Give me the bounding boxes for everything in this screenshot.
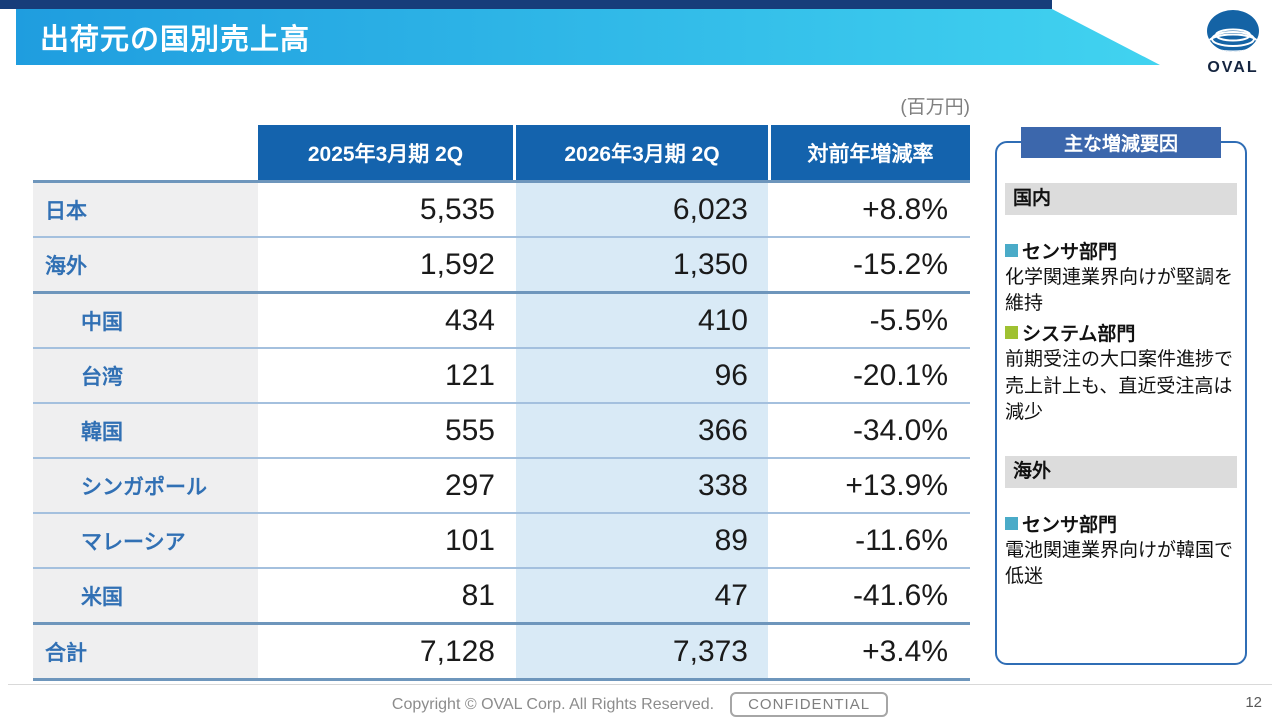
value-fy2025: 434: [258, 294, 513, 347]
value-fy2025: 121: [258, 349, 513, 402]
value-fy2025: 297: [258, 459, 513, 512]
factors-panel-title: 主な増減要因: [1021, 127, 1221, 158]
value-yoy-rate: +13.9%: [768, 459, 970, 512]
value-yoy-rate: -5.5%: [768, 294, 970, 347]
oval-globe-icon: [1207, 10, 1259, 52]
table-header-row: 2025年3月期 2Q 2026年3月期 2Q 対前年増減率: [33, 125, 970, 180]
value-fy2025: 81: [258, 569, 513, 622]
factors-section: 海外センサ部門電池関連業界向けが韓国で低迷: [1005, 456, 1237, 590]
row-label: 中国: [33, 294, 258, 347]
row-label: 韓国: [33, 404, 258, 457]
value-fy2026: 7,373: [513, 625, 768, 678]
factor-description: 電池関連業界向けが韓国で低迷: [1005, 540, 1234, 588]
factor-department: システム部門: [1005, 319, 1237, 346]
factor-department: センサ部門: [1005, 510, 1237, 537]
table-row: 台湾 121 96 -20.1%: [33, 347, 970, 402]
page-number: 12: [1245, 694, 1262, 711]
value-fy2026: 47: [513, 569, 768, 622]
bullet-square-icon: [1005, 517, 1018, 531]
table-row: シンガポール 297 338 +13.9%: [33, 457, 970, 512]
factors-section: 国内センサ部門化学関連業界向けが堅調を維持システム部門前期受注の大口案件進捗で売…: [1005, 183, 1237, 426]
value-fy2025: 7,128: [258, 625, 513, 678]
header-fy2026: 2026年3月期 2Q: [513, 125, 768, 180]
table-row: 米国 81 47 -41.6%: [33, 567, 970, 622]
row-label: 台湾: [33, 349, 258, 402]
header-fy2025: 2025年3月期 2Q: [258, 125, 513, 180]
value-fy2025: 1,592: [258, 238, 513, 291]
value-yoy-rate: -15.2%: [768, 238, 970, 291]
value-fy2026: 89: [513, 514, 768, 567]
top-accent-strip: [0, 0, 1052, 9]
value-fy2025: 555: [258, 404, 513, 457]
confidential-badge: CONFIDENTIAL: [730, 692, 889, 717]
table-row: 中国 434 410 -5.5%: [33, 291, 970, 347]
value-fy2026: 1,350: [513, 238, 768, 291]
value-yoy-rate: -20.1%: [768, 349, 970, 402]
table-row: 日本 5,535 6,023 +8.8%: [33, 180, 970, 236]
footer: Copyright © OVAL Corp. All Rights Reserv…: [0, 692, 1280, 717]
factor-department: センサ部門: [1005, 237, 1237, 264]
row-label: 海外: [33, 238, 258, 291]
footer-divider: [8, 684, 1272, 685]
factor-item: システム部門前期受注の大口案件進捗で売上計上も、直近受注高は減少: [1005, 319, 1237, 426]
value-fy2025: 101: [258, 514, 513, 567]
row-label: 合計: [33, 625, 258, 678]
factor-item: センサ部門電池関連業界向けが韓国で低迷: [1005, 510, 1237, 590]
factors-panel-box: [995, 141, 1247, 665]
unit-label: (百万円): [900, 97, 970, 118]
factor-description: 化学関連業界向けが堅調を維持: [1005, 267, 1234, 315]
logo-text: OVAL: [1207, 59, 1259, 76]
value-fy2026: 96: [513, 349, 768, 402]
factors-sections: 国内 センサ部門 化学関連業界向けが堅調を維持 システム部門 前期受注の大口案件進捗で売…: [1005, 183, 1237, 621]
factors-section-heading: 海外: [1005, 456, 1237, 489]
value-yoy-rate: +3.4%: [768, 625, 970, 678]
header-empty-cell: [33, 125, 258, 180]
row-label: マレーシア: [33, 514, 258, 567]
table-row: 海外 1,592 1,350 -15.2%: [33, 236, 970, 291]
page-title: 出荷元の国別売上高: [40, 24, 311, 56]
header-yoy-rate: 対前年増減率: [768, 125, 970, 180]
value-fy2026: 6,023: [513, 183, 768, 236]
value-fy2026: 338: [513, 459, 768, 512]
value-yoy-rate: -34.0%: [768, 404, 970, 457]
value-yoy-rate: +8.8%: [768, 183, 970, 236]
row-label: 日本: [33, 183, 258, 236]
bullet-square-icon: [1005, 244, 1018, 257]
company-logo: OVAL: [1200, 8, 1266, 77]
value-fy2025: 5,535: [258, 183, 513, 236]
value-fy2026: 366: [513, 404, 768, 457]
sales-table: 2025年3月期 2Q 2026年3月期 2Q 対前年増減率 日本 5,535 …: [33, 125, 970, 681]
table-row: 合計 7,128 7,373 +3.4%: [33, 622, 970, 678]
table-row: マレーシア 101 89 -11.6%: [33, 512, 970, 567]
factor-item: センサ部門化学関連業界向けが堅調を維持: [1005, 237, 1237, 317]
table-body: 日本 5,535 6,023 +8.8% 海外 1,592 1,350 -15.…: [33, 180, 970, 681]
factors-section-heading: 国内: [1005, 183, 1237, 215]
factor-description: 前期受注の大口案件進捗で売上計上も、直近受注高は減少: [1005, 349, 1234, 423]
title-banner: 出荷元の国別売上高: [16, 9, 1160, 65]
value-fy2026: 410: [513, 294, 768, 347]
copyright-text: Copyright © OVAL Corp. All Rights Reserv…: [391, 695, 715, 713]
value-yoy-rate: -11.6%: [768, 514, 970, 567]
bullet-square-icon: [1005, 326, 1018, 340]
value-yoy-rate: -41.6%: [768, 569, 970, 622]
table-row: 韓国 555 366 -34.0%: [33, 402, 970, 457]
row-label: 米国: [33, 569, 258, 622]
row-label: シンガポール: [33, 459, 258, 512]
